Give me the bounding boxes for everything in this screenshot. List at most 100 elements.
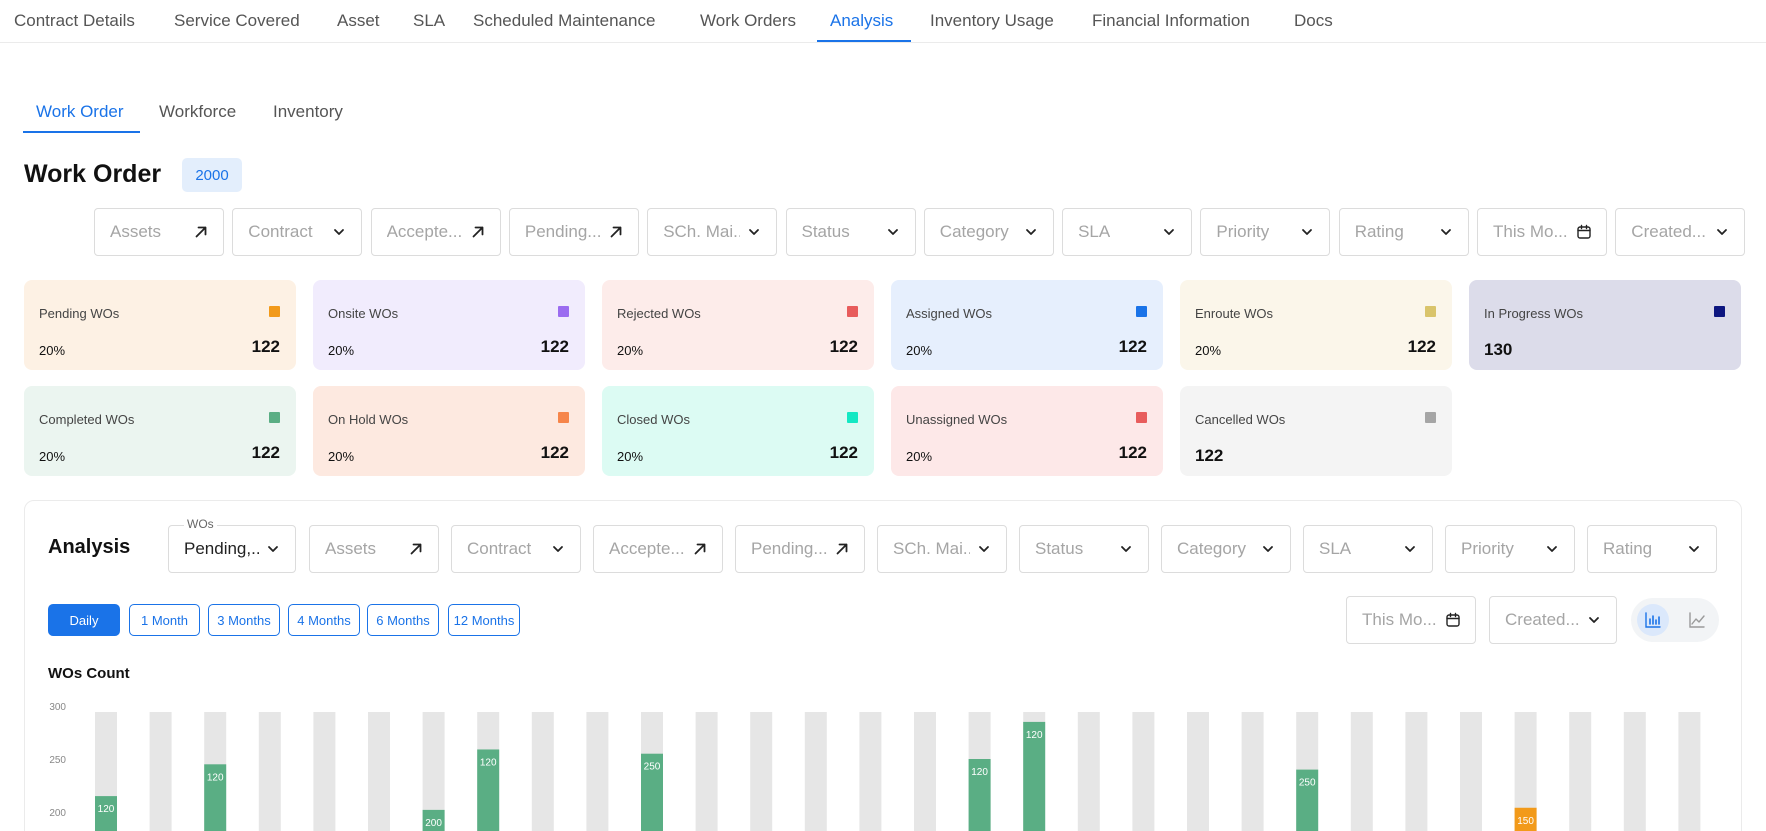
card-pending-wos[interactable]: Pending WOs 20% 122 [24,280,296,370]
card-on-hold-wos[interactable]: On Hold WOs 20% 122 [313,386,585,476]
filter-label: Contract [248,222,313,241]
tab-inventory-usage[interactable]: Inventory Usage [930,11,1054,30]
data-bar [1023,721,1046,831]
bar-track [258,712,281,831]
tab-docs[interactable]: Docs [1294,11,1333,30]
period-4-months-button[interactable]: 4 Months [288,604,360,636]
chevron-down-icon [1547,546,1557,552]
period-3-months-button[interactable]: 3 Months [208,604,280,636]
card-count: 122 [1118,443,1147,462]
filter-category[interactable]: Category [923,208,1054,256]
card-count: 122 [540,337,569,356]
card-count: 122 [540,443,569,462]
filter-assets[interactable]: Assets [309,525,439,573]
filter-assets[interactable]: Assets [94,208,224,256]
card-in-progress-wos[interactable]: In Progress WOs 130 [1469,280,1741,370]
filter-contract[interactable]: Contract [451,525,581,573]
status-color-swatch [558,306,569,317]
filter-sla[interactable]: SLA [1062,208,1193,256]
filter-pending[interactable]: Pending... [735,525,865,573]
bar-track [695,712,718,831]
status-color-swatch [847,412,858,423]
tab-scheduled-maintenance[interactable]: Scheduled Maintenance [473,11,656,30]
filter-label: Assets [325,539,377,558]
arrow-up-right-icon [410,543,422,555]
filter-sla[interactable]: SLA [1303,525,1433,573]
chevron-down-icon [553,546,563,552]
period-12-months-button[interactable]: 12 Months [448,604,520,636]
bar-view-button[interactable] [1637,604,1669,636]
bar-value-label: 120 [207,772,224,783]
filter-rating[interactable]: Rating [1338,208,1469,256]
filter-status[interactable]: Status [1019,525,1149,573]
card-onsite-wos[interactable]: Onsite WOs 20% 122 [313,280,585,370]
chevron-down-icon [1440,229,1451,235]
card-cancelled-wos[interactable]: Cancelled WOs 122 [1180,386,1452,476]
tab-work-orders[interactable]: Work Orders [700,11,797,30]
filter-label: Created... [1631,222,1706,241]
filter-sch-mai[interactable]: SCh. Mai... [877,525,1007,573]
bar-chart-icon [1645,612,1661,628]
chevron-down-icon [1689,546,1699,552]
filter-category[interactable]: Category [1161,525,1291,573]
line-view-button[interactable] [1681,604,1713,636]
tab-financial-information[interactable]: Financial Information [1092,11,1250,30]
filter-this-mo[interactable]: This Mo... [1477,208,1607,256]
subtab-work-order[interactable]: Work Order [36,102,124,121]
y-tick-label: 200 [49,808,66,819]
data-bar [968,759,991,831]
card-closed-wos[interactable]: Closed WOs 20% 122 [602,386,874,476]
card-percentage: 20% [906,343,933,358]
status-color-swatch [847,306,858,317]
card-rejected-wos[interactable]: Rejected WOs 20% 122 [602,280,874,370]
period-1-month-button[interactable]: 1 Month [129,604,200,636]
tab-contract-details[interactable]: Contract Details [14,11,135,30]
filter-label: Priority [1461,539,1514,558]
date-range-filter[interactable]: This Mo... [1346,596,1476,644]
status-color-swatch [558,412,569,423]
filter-priority[interactable]: Priority [1445,525,1575,573]
filter-status[interactable]: Status [785,208,916,256]
bar-track [368,712,390,831]
filter-accepte[interactable]: Accepte... [593,525,723,573]
filter-label: Priority [1216,222,1270,241]
filter-pending[interactable]: Pending... [508,208,639,256]
subtab-inventory[interactable]: Inventory [273,102,343,121]
filter-contract[interactable]: Contract [232,208,363,256]
card-enroute-wos[interactable]: Enroute WOs 20% 122 [1180,280,1452,370]
card-completed-wos[interactable]: Completed WOs 20% 122 [24,386,296,476]
card-count: 122 [251,337,280,356]
card-title: Onsite WOs [328,306,399,321]
filter-created[interactable]: Created... [1615,208,1746,256]
wos-select-value: Pending,... [184,539,259,558]
period-6-months-button[interactable]: 6 Months [367,604,439,636]
wos-select[interactable]: Pending,... [168,525,296,573]
count-badge: 2000 [182,158,242,192]
card-title: Completed WOs [39,412,135,427]
calendar-icon [1577,224,1591,239]
period-daily-button[interactable]: Daily [48,604,120,636]
tab-sla[interactable]: SLA [413,11,446,30]
tab-asset[interactable]: Asset [337,11,380,30]
tab-analysis[interactable]: Analysis [830,11,894,30]
bar-track [1350,712,1373,831]
bar-value-label: 120 [98,804,115,815]
status-color-swatch [269,306,280,317]
wos-count-bar-chart: 300 250 200 120 120 200 120 250 120 120 250 150 [49,702,1701,831]
arrow-up-right-icon [610,226,622,238]
filter-sch-mai[interactable]: SCh. Mai... [647,208,778,256]
card-assigned-wos[interactable]: Assigned WOs 20% 122 [891,280,1163,370]
bar-value-label: 120 [1026,730,1043,741]
tab-service-covered[interactable]: Service Covered [174,11,300,30]
card-percentage: 20% [906,449,933,464]
card-title: Enroute WOs [1195,306,1274,321]
bar-value-label: 200 [425,818,442,829]
filter-accepte[interactable]: Accepte... [370,208,501,256]
filter-rating[interactable]: Rating [1587,525,1717,573]
subtab-workforce[interactable]: Workforce [159,102,237,121]
sub-tab-active-indicator [23,131,140,133]
created-filter[interactable]: Created... [1489,596,1617,644]
filter-priority[interactable]: Priority [1200,208,1331,256]
card-unassigned-wos[interactable]: Unassigned WOs 20% 122 [891,386,1163,476]
wos-select-caption: WOs [184,517,217,531]
